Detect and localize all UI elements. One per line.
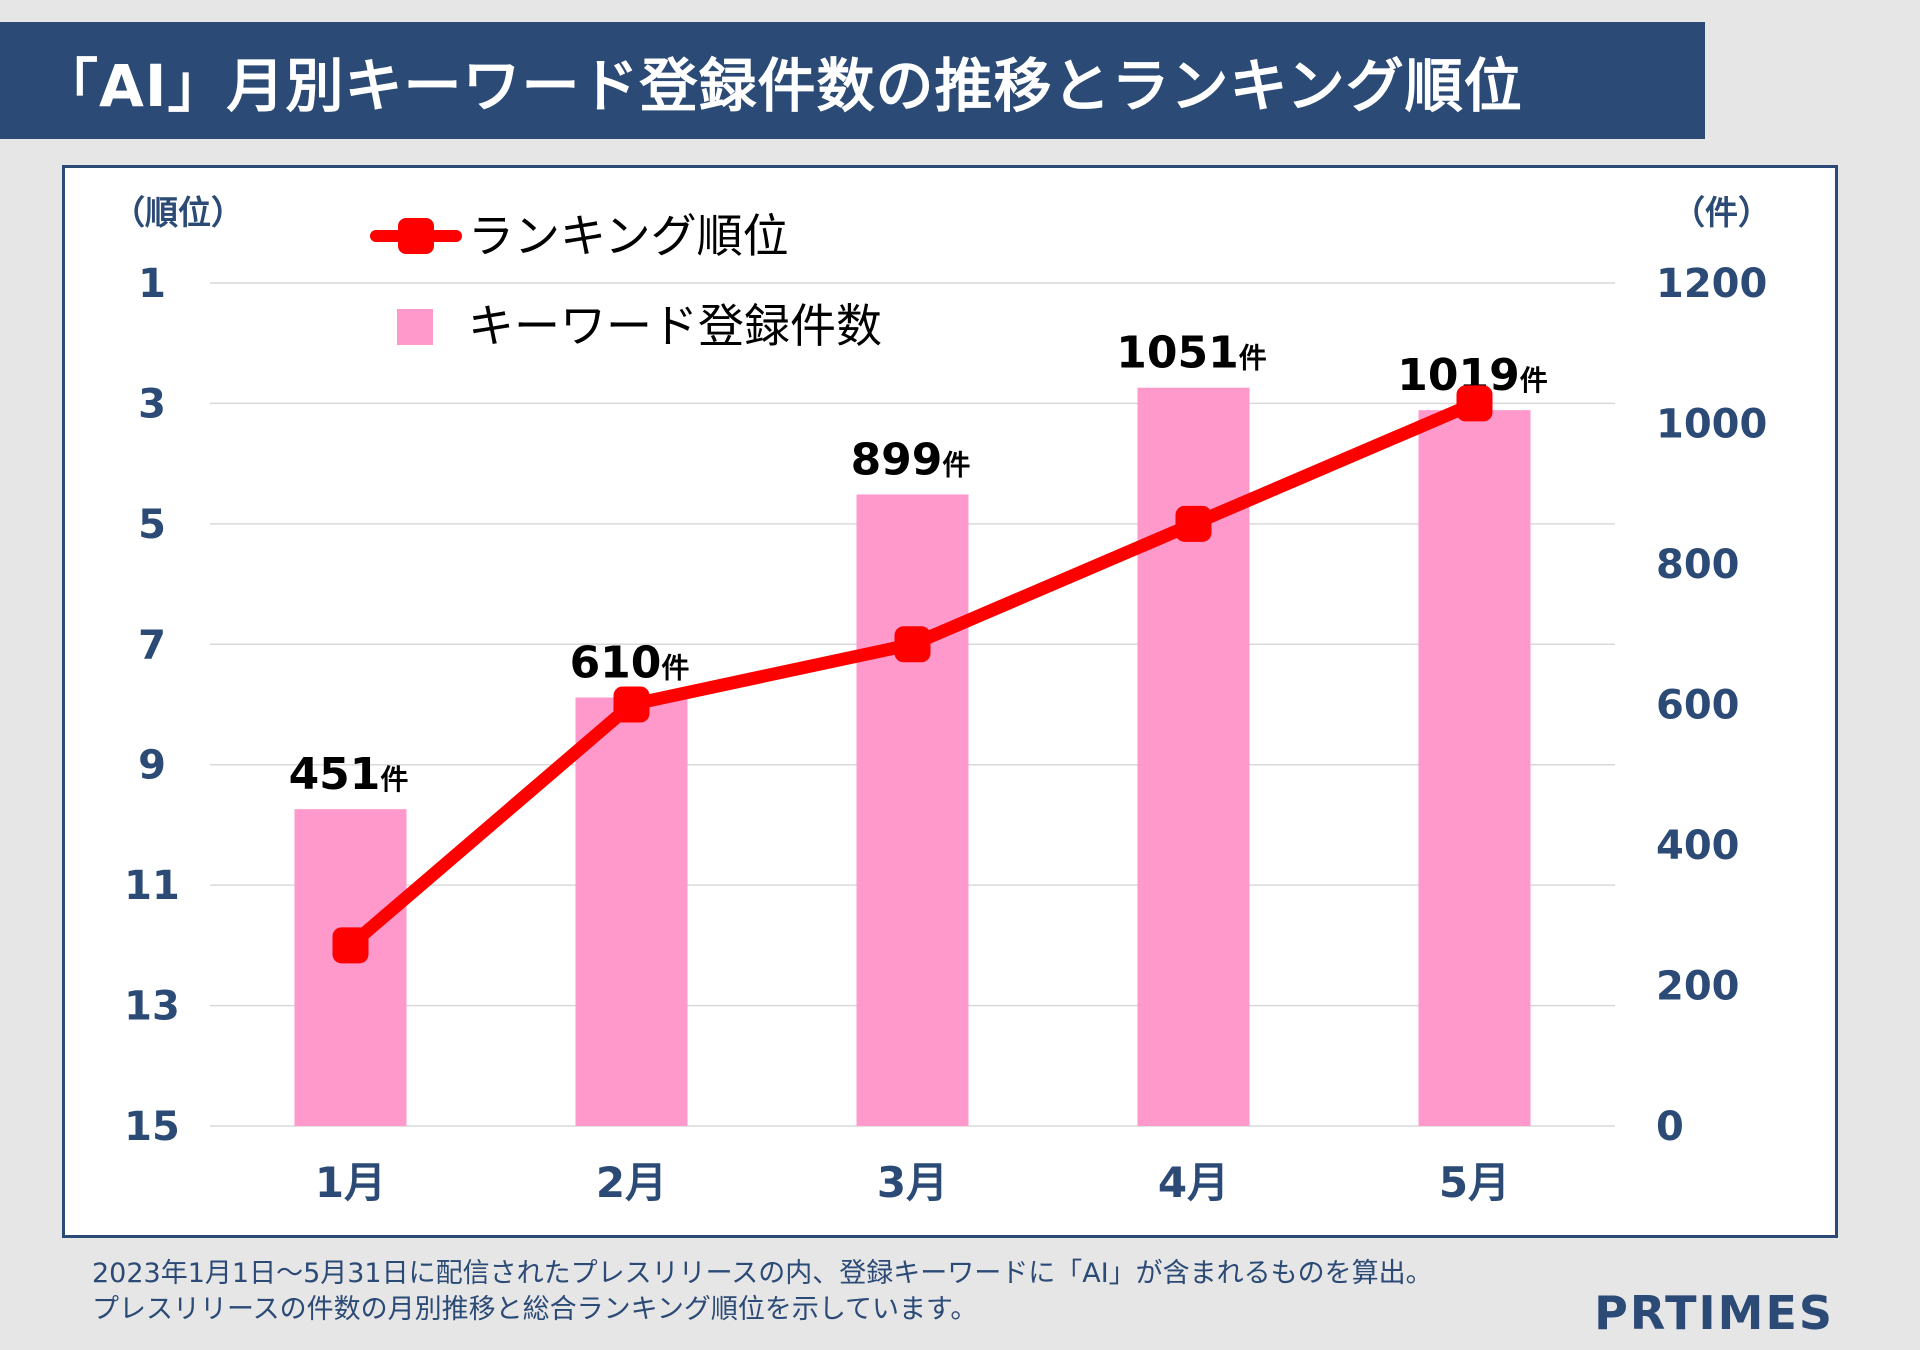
left-axis-tick-label: 13	[124, 984, 180, 1030]
bar	[1137, 387, 1250, 1126]
page-title: 「AI」月別キーワード登録件数の推移とランキング順位	[0, 22, 1705, 139]
left-axis-tick-label: 7	[138, 622, 166, 668]
ranking-marker	[894, 626, 931, 663]
legend-bar-label: キーワード登録件数	[468, 299, 882, 353]
left-axis-tick-label: 1	[138, 261, 166, 307]
left-axis-tick-label: 5	[138, 502, 166, 548]
left-axis-tick-label: 3	[138, 381, 166, 427]
x-axis-category-label: 2月	[596, 1158, 667, 1207]
ranking-marker	[613, 686, 650, 723]
footnote-line-2: プレスリリースの件数の月別推移と総合ランキング順位を示しています。	[92, 1294, 978, 1325]
left-axis-tick-label: 9	[138, 743, 166, 789]
ranking-marker	[1456, 385, 1493, 422]
right-axis-tick-label: 400	[1656, 823, 1740, 869]
footnote-line-1: 2023年1月1日〜5月31日に配信されたプレスリリースの内、登録キーワードに「…	[92, 1258, 1433, 1289]
legend-bar-swatch	[397, 309, 433, 345]
bar-data-label: 610件	[570, 637, 690, 688]
right-axis-tick-label: 1000	[1656, 402, 1767, 448]
x-axis-category-label: 5月	[1439, 1158, 1510, 1207]
bar	[294, 809, 407, 1126]
bar	[575, 697, 688, 1126]
right-axis-tick-label: 0	[1656, 1104, 1684, 1150]
ranking-marker	[1175, 505, 1212, 542]
right-axis-tick-label: 200	[1656, 964, 1740, 1010]
left-axis-tick-label: 15	[124, 1104, 180, 1150]
x-axis-category-label: 1月	[315, 1158, 386, 1207]
right-axis-tick-label: 600	[1656, 683, 1740, 729]
x-axis-category-label: 3月	[877, 1158, 948, 1207]
left-axis-tick-label: 11	[124, 863, 180, 909]
left-axis-title: （順位）	[112, 193, 244, 232]
right-axis-tick-label: 800	[1656, 542, 1740, 588]
right-axis-tick-label: 1200	[1656, 261, 1767, 307]
right-axis-title: （件）	[1672, 193, 1771, 232]
ranking-marker	[332, 927, 369, 964]
bar	[1418, 410, 1531, 1127]
bar-data-label: 899件	[851, 434, 971, 485]
prtimes-logo: PRTIMES	[1594, 1286, 1834, 1340]
footnote: 2023年1月1日〜5月31日に配信されたプレスリリースの内、登録キーワードに「…	[92, 1256, 1433, 1328]
legend-line-label: ランキング順位	[468, 209, 789, 263]
bar-data-label: 451件	[289, 749, 409, 800]
bar-data-label: 1051件	[1116, 328, 1266, 379]
x-axis-category-label: 4月	[1158, 1158, 1229, 1207]
legend-line-marker	[398, 218, 434, 254]
bar	[856, 494, 969, 1126]
